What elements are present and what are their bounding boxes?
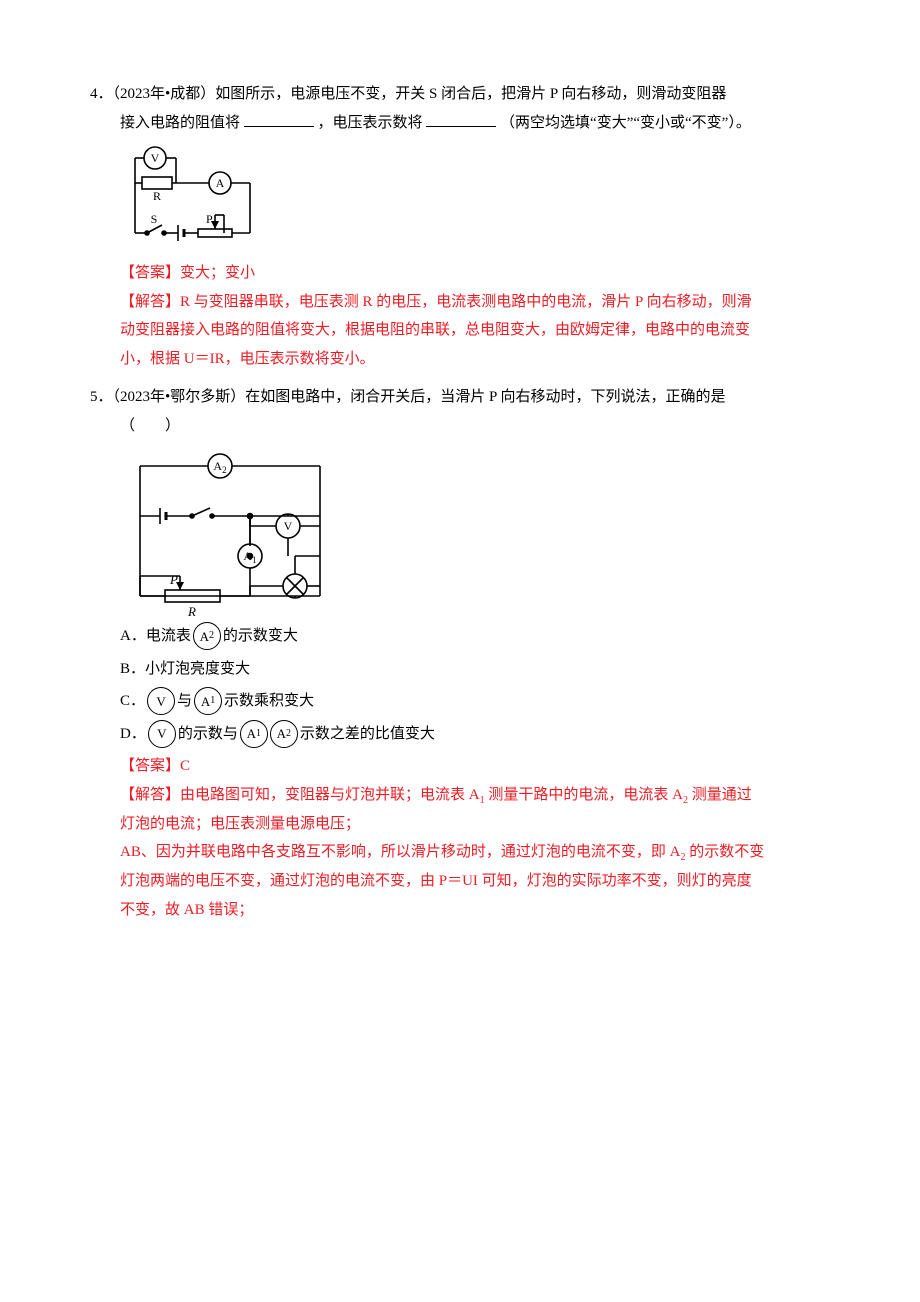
q5-line2: （ ） [90, 412, 860, 441]
q4-explain-1: 【解答】R 与变阻器串联，电压表测 R 的电压，电流表测电路中的电流，滑片 P … [90, 288, 860, 317]
svg-text:P: P [169, 572, 178, 587]
q5-number: 5． [90, 389, 113, 405]
meter-a1-icon-2: A1 [240, 720, 268, 748]
optA-pre: A．电流表 [120, 622, 191, 651]
option-c: C． V 与 A1 示数乘积变大 [90, 687, 860, 716]
q5-explain-2: 灯泡的电流；电压表测量电源电压； [90, 810, 860, 839]
svg-text:A2: A2 [213, 459, 226, 475]
option-d: D． V 的示数与 A1 A2 示数之差的比值变大 [90, 720, 860, 749]
q4-explain-3: 小，根据 U＝IR，电压表示数将变小。 [90, 345, 860, 374]
q4-answer-text: 变大；变小 [180, 265, 255, 281]
option-a: A．电流表 A2 的示数变大 [90, 622, 860, 651]
q4-line1: 4．（2023年•成都）如图所示，电源电压不变，开关 S 闭合后，把滑片 P 向… [90, 80, 860, 109]
svg-text:V: V [151, 151, 160, 165]
q4-text-2c: （两空均选填“变大”“变小或“不变”）。 [500, 115, 751, 131]
q4-exp-1: R 与变阻器串联，电压表测 R 的电压，电流表测电路中的电流，滑片 P 向右移动… [180, 294, 752, 310]
q4-circuit-diagram: V R A S [120, 143, 290, 253]
answer-label: 【答案】 [120, 265, 180, 281]
svg-text:A1: A1 [243, 549, 256, 565]
question-4: 4．（2023年•成都）如图所示，电源电压不变，开关 S 闭合后，把滑片 P 向… [90, 80, 860, 373]
q4-answer: 【答案】变大；变小 [90, 259, 860, 288]
q4-text-1: （2023年•成都）如图所示，电源电压不变，开关 S 闭合后，把滑片 P 向右移… [113, 86, 727, 102]
blank-1 [244, 111, 314, 127]
optD-mid1: 的示数与 [178, 720, 238, 749]
svg-text:S: S [151, 212, 158, 226]
q5-answer-text: C [180, 758, 190, 774]
meter-v-icon-2: V [148, 720, 176, 748]
q5-answer: 【答案】C [90, 752, 860, 781]
q4-number: 4． [90, 86, 113, 102]
optC-post: 示数乘积变大 [224, 687, 314, 716]
meter-v-icon: V [147, 687, 175, 715]
svg-text:V: V [284, 519, 293, 533]
q4-explain-2: 动变阻器接入电路的阻值将变大，根据电阻的串联，总电阻变大，由欧姆定律，电路中的电… [90, 316, 860, 345]
q5-explain-3: AB、因为并联电路中各支路互不影响，所以滑片移动时，通过灯泡的电流不变，即 A2… [90, 838, 860, 867]
explain-label-5: 【解答】 [120, 787, 180, 803]
meter-a2-icon-2: A2 [270, 720, 298, 748]
option-b: B．小灯泡亮度变大 [90, 655, 860, 684]
optC-mid: 与 [177, 687, 192, 716]
svg-text:R: R [153, 189, 161, 203]
optD-post: 示数之差的比值变大 [300, 720, 435, 749]
optC-pre: C． [120, 687, 145, 716]
meter-a1-icon: A1 [194, 687, 222, 715]
q4-text-2b: ，电压表示数将 [318, 115, 423, 131]
q4-line2: 接入电路的阻值将 ，电压表示数将 （两空均选填“变大”“变小或“不变”）。 [90, 109, 860, 138]
optA-post: 的示数变大 [223, 622, 298, 651]
answer-label-5: 【答案】 [120, 758, 180, 774]
q5-text-1: （2023年•鄂尔多斯）在如图电路中，闭合开关后，当滑片 P 向右移动时，下列说… [113, 389, 726, 405]
blank-2 [426, 111, 496, 127]
q5-explain-1: 【解答】由电路图可知，变阻器与灯泡并联；电流表 A1 测量干路中的电流，电流表 … [90, 781, 860, 810]
q5-line1: 5．（2023年•鄂尔多斯）在如图电路中，闭合开关后，当滑片 P 向右移动时，下… [90, 383, 860, 412]
svg-text:P: P [206, 212, 213, 226]
explain-label: 【解答】 [120, 294, 180, 310]
question-5: 5．（2023年•鄂尔多斯）在如图电路中，闭合开关后，当滑片 P 向右移动时，下… [90, 383, 860, 924]
q5-circuit-diagram: A2 V [120, 446, 340, 616]
q5-explain-4: 灯泡两端的电压不变，通过灯泡的电流不变，由 P＝UI 可知，灯泡的实际功率不变，… [90, 867, 860, 896]
svg-text:A: A [216, 176, 225, 190]
q5-explain-5: 不变，故 AB 错误； [90, 896, 860, 925]
meter-a2-icon: A2 [193, 622, 221, 650]
q4-text-2a: 接入电路的阻值将 [120, 115, 240, 131]
svg-text:R: R [187, 604, 196, 616]
optD-pre: D． [120, 720, 146, 749]
